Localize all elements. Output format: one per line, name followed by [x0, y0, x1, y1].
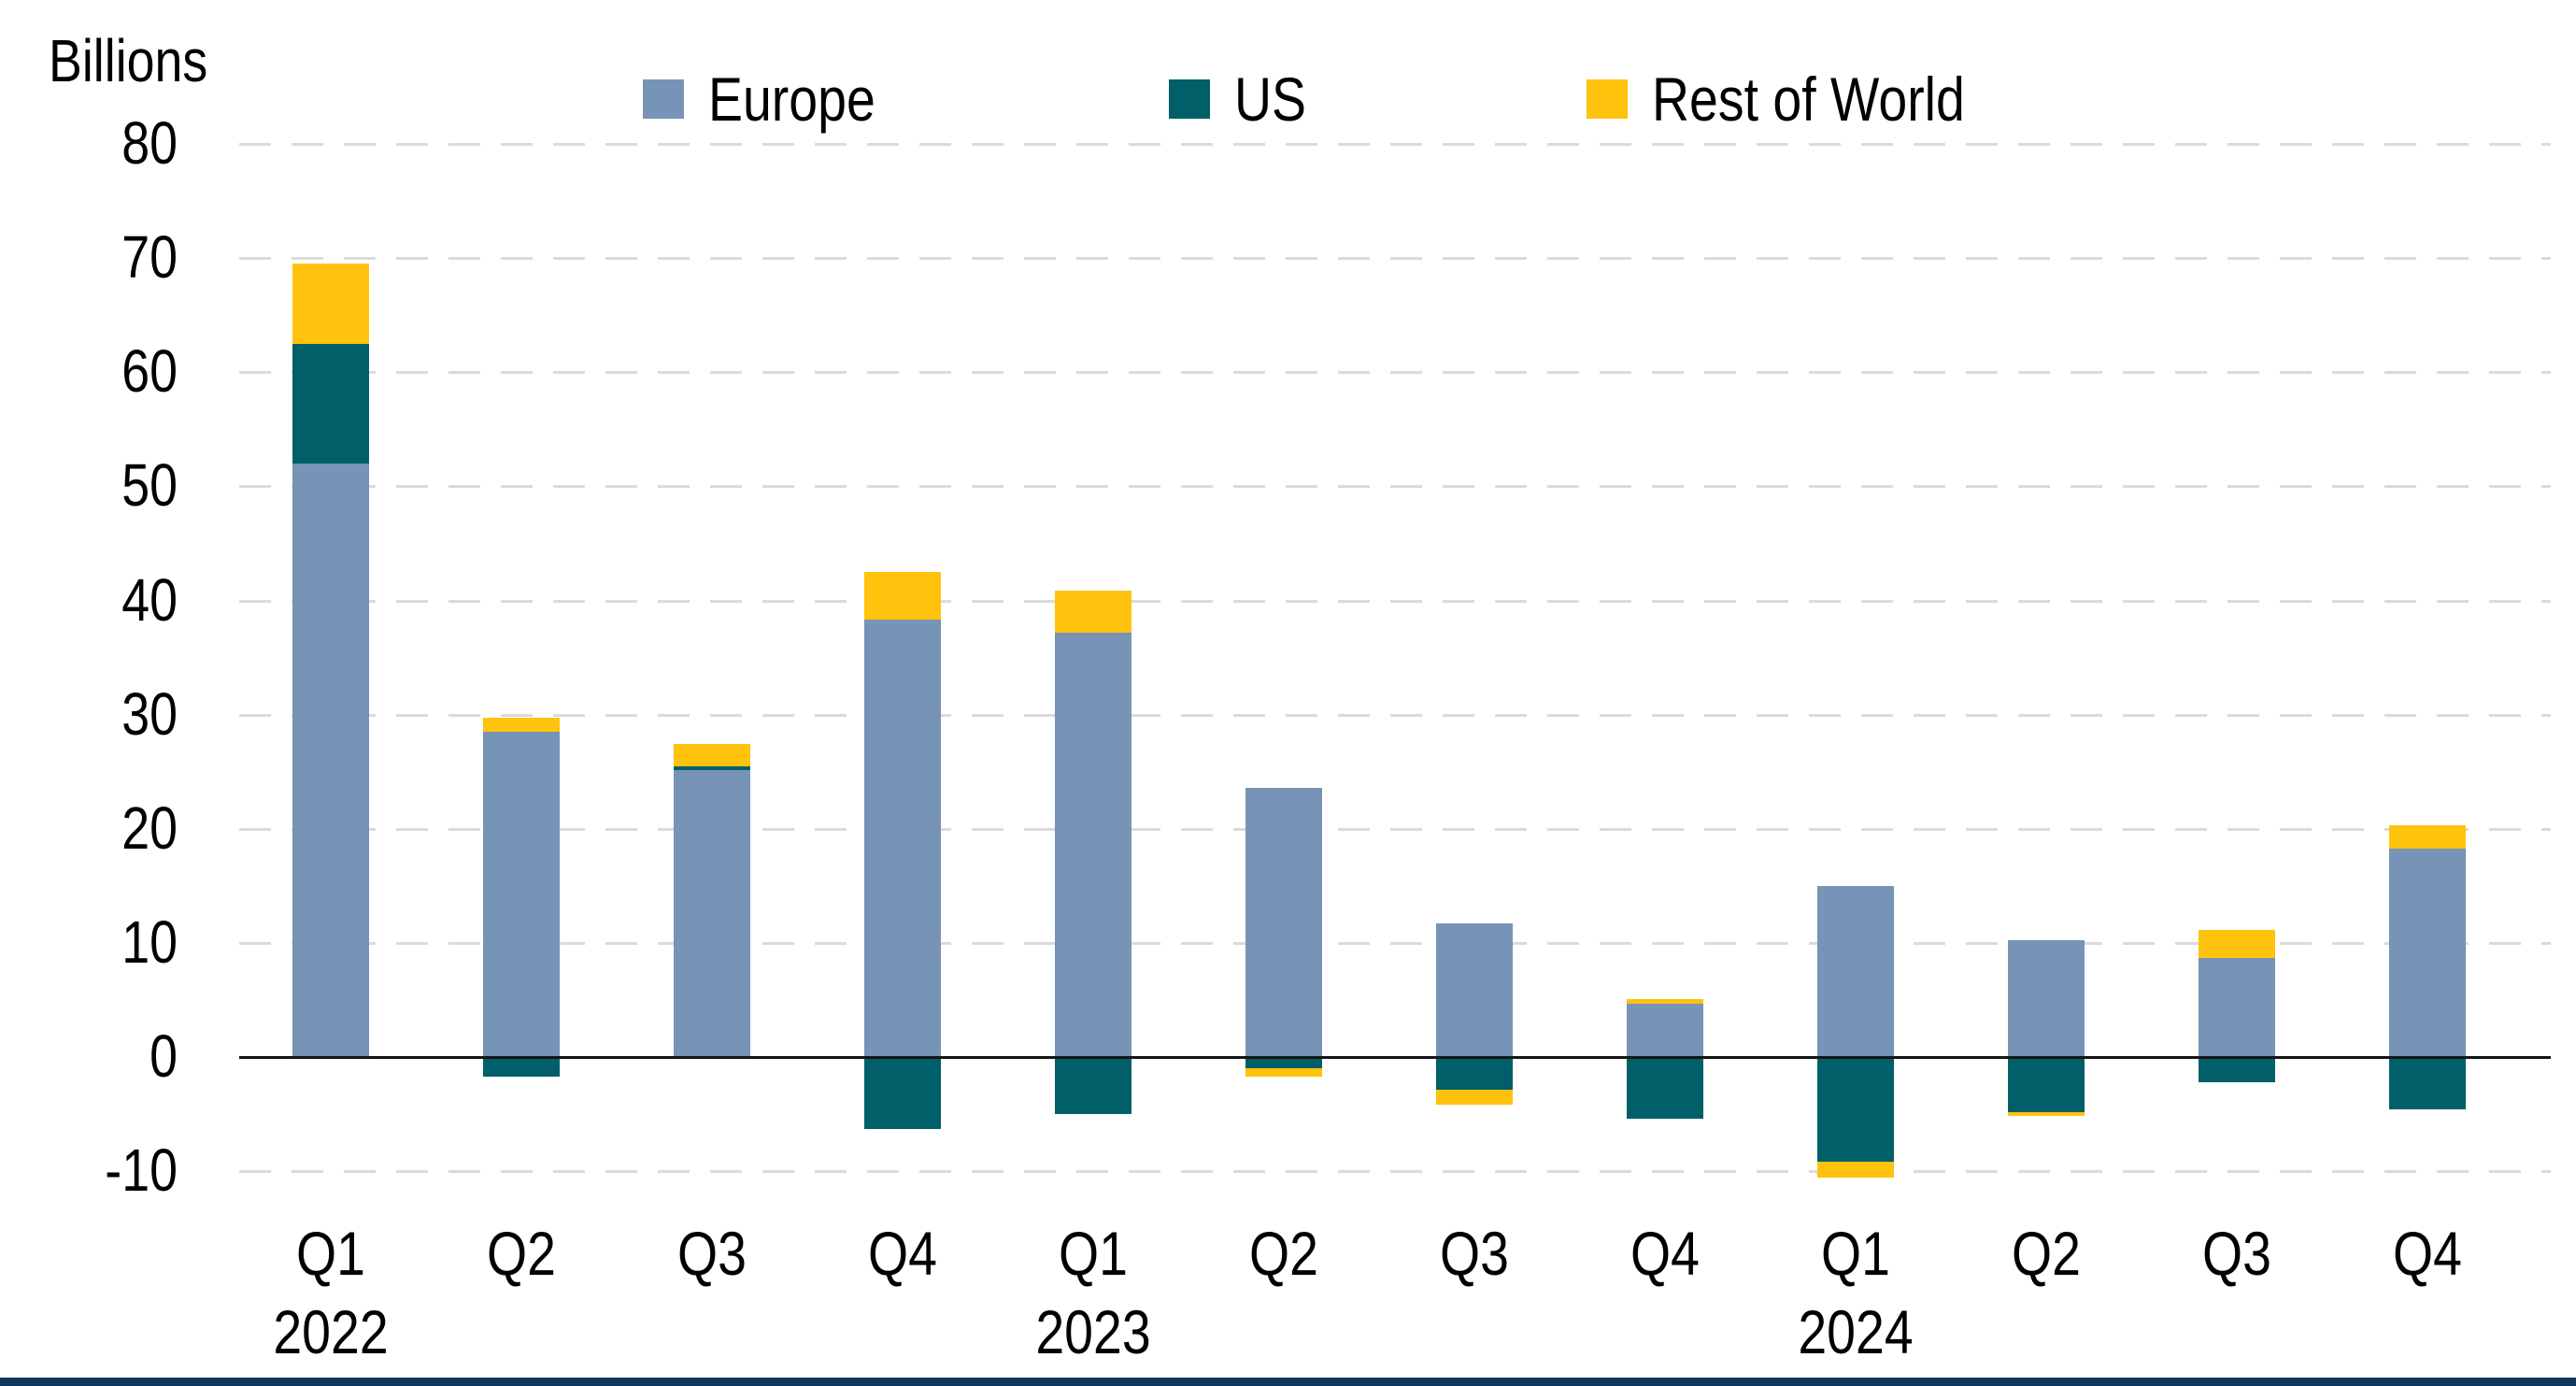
bar-segment-rest-of-world-q1-4 — [1055, 590, 1131, 633]
gridline-y--10 — [239, 1170, 2551, 1174]
gridline-y-50 — [239, 485, 2551, 489]
x-year-label-2024: 2024 — [1798, 1297, 1914, 1366]
gridline-y-40 — [239, 599, 2551, 603]
bar-segment-europe-q4-3 — [864, 620, 941, 1057]
gridline-y-80 — [239, 143, 2551, 146]
y-tick-label-20: 20 — [121, 793, 178, 862]
x-tick-label-q3-2: Q3 — [677, 1219, 747, 1288]
bar-segment-rest-of-world-q4-7 — [1627, 998, 1703, 1004]
y-tick-label-50: 50 — [121, 451, 178, 520]
y-tick-label-30: 30 — [121, 679, 178, 748]
y-tick-label-40: 40 — [121, 565, 178, 634]
bar-segment-us-q2-9 — [2008, 1057, 2085, 1112]
x-tick-label-q2-9: Q2 — [2012, 1219, 2081, 1288]
bar-segment-europe-q1-0 — [292, 463, 369, 1057]
bar-segment-rest-of-world-q1-0 — [292, 264, 369, 344]
y-tick-label-70: 70 — [121, 223, 178, 292]
bar-segment-europe-q1-8 — [1817, 885, 1894, 1057]
y-tick-label--10: -10 — [105, 1136, 178, 1205]
bar-segment-europe-q4-7 — [1627, 1003, 1703, 1057]
gridline-y-30 — [239, 713, 2551, 717]
bar-segment-europe-q2-5 — [1245, 787, 1322, 1057]
x-tick-label-q2-1: Q2 — [487, 1219, 556, 1288]
bar-segment-europe-q4-11 — [2389, 848, 2466, 1057]
legend-item-us: US — [1169, 64, 1320, 134]
bar-segment-europe-q2-9 — [2008, 940, 2085, 1057]
x-year-label-2023: 2023 — [1035, 1297, 1151, 1366]
bar-segment-europe-q3-10 — [2199, 957, 2275, 1057]
x-year-label-2022: 2022 — [273, 1297, 389, 1366]
bar-segment-rest-of-world-q4-11 — [2389, 825, 2466, 849]
x-tick-label-q1-0: Q1 — [296, 1219, 365, 1288]
bar-segment-europe-q2-1 — [483, 731, 560, 1057]
y-axis-unit-label: Billions — [49, 27, 208, 94]
bar-segment-rest-of-world-q3-6 — [1436, 1090, 1513, 1106]
bar-segment-us-q1-4 — [1055, 1057, 1131, 1115]
bar-segment-europe-q1-4 — [1055, 632, 1131, 1057]
legend-label-europe: Europe — [708, 64, 875, 134]
bar-segment-us-q1-8 — [1817, 1057, 1894, 1163]
legend-swatch-us — [1169, 79, 1210, 119]
bar-segment-rest-of-world-q2-1 — [483, 718, 560, 732]
x-tick-label-q1-4: Q1 — [1059, 1219, 1128, 1288]
x-tick-label-q4-3: Q4 — [868, 1219, 937, 1288]
bar-segment-rest-of-world-q3-2 — [674, 744, 750, 766]
bar-segment-us-q3-6 — [1436, 1057, 1513, 1091]
y-tick-label-0: 0 — [149, 1022, 178, 1090]
x-tick-label-q1-8: Q1 — [1821, 1219, 1890, 1288]
x-tick-label-q4-7: Q4 — [1630, 1219, 1700, 1288]
gridline-y-70 — [239, 257, 2551, 261]
legend-label-rest-of-world: Rest of World — [1652, 64, 1965, 134]
bar-segment-rest-of-world-q2-9 — [2008, 1111, 2085, 1117]
x-tick-label-q3-10: Q3 — [2202, 1219, 2271, 1288]
y-tick-label-10: 10 — [121, 907, 178, 976]
gridline-y-60 — [239, 371, 2551, 375]
legend-swatch-europe — [643, 79, 684, 119]
bar-segment-us-q2-5 — [1245, 1057, 1322, 1069]
bar-segment-us-q4-3 — [864, 1057, 941, 1129]
zero-axis-line — [239, 1056, 2551, 1059]
bar-segment-us-q2-1 — [483, 1057, 560, 1077]
bottom-accent-rule — [0, 1378, 2576, 1386]
gridline-y-10 — [239, 941, 2551, 945]
bar-segment-europe-q3-2 — [674, 770, 750, 1057]
y-tick-label-60: 60 — [121, 337, 178, 406]
bar-segment-rest-of-world-q4-3 — [864, 571, 941, 621]
bar-segment-rest-of-world-q1-8 — [1817, 1162, 1894, 1179]
bar-segment-us-q4-7 — [1627, 1057, 1703, 1119]
x-tick-label-q3-6: Q3 — [1440, 1219, 1509, 1288]
legend-item-rest-of-world: Rest of World — [1587, 64, 2025, 134]
bar-segment-us-q3-2 — [674, 765, 750, 771]
bar-segment-us-q3-10 — [2199, 1057, 2275, 1082]
bar-segment-us-q1-0 — [292, 343, 369, 464]
legend-item-europe: Europe — [643, 64, 907, 134]
bar-segment-rest-of-world-q2-5 — [1245, 1068, 1322, 1077]
legend-swatch-rest-of-world — [1587, 79, 1628, 119]
bar-segment-rest-of-world-q3-10 — [2199, 930, 2275, 958]
x-tick-label-q4-11: Q4 — [2393, 1219, 2462, 1288]
legend-label-us: US — [1234, 64, 1307, 134]
y-tick-label-80: 80 — [121, 109, 178, 177]
bar-segment-europe-q3-6 — [1436, 923, 1513, 1057]
gridline-y-20 — [239, 827, 2551, 831]
bar-segment-us-q4-11 — [2389, 1057, 2466, 1110]
x-tick-label-q2-5: Q2 — [1249, 1219, 1318, 1288]
